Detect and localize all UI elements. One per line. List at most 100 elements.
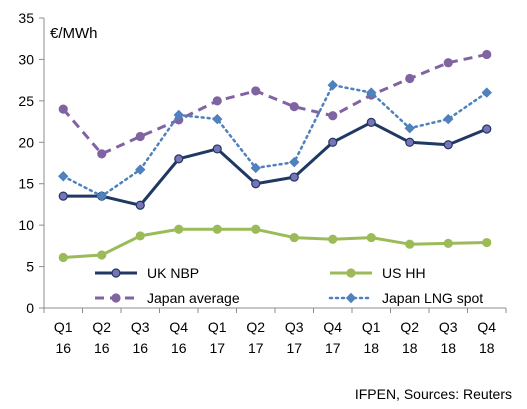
legend-label: Japan average	[147, 290, 240, 306]
series-point	[135, 200, 145, 210]
x-tick-label-quarter: Q2	[400, 319, 419, 335]
y-tick-label: 0	[26, 300, 34, 316]
series-point	[405, 239, 415, 249]
series-point	[327, 79, 338, 91]
series-point	[58, 252, 68, 263]
series-point	[443, 58, 453, 68]
series-point	[97, 149, 107, 159]
x-tick-label-quarter: Q1	[208, 319, 227, 335]
series-point	[251, 86, 261, 96]
series-japan-lng-spot	[58, 79, 492, 202]
series-point	[289, 232, 299, 243]
series-point	[443, 238, 453, 248]
x-tick-label-year: 18	[479, 340, 495, 356]
x-tick-label-quarter: Q4	[169, 319, 188, 335]
legend-entry: UK NBP	[95, 265, 199, 281]
legend-entry: Japan average	[95, 290, 240, 306]
series-point	[328, 111, 338, 121]
x-tick-label-year: 18	[440, 340, 456, 356]
series-point	[366, 117, 376, 128]
x-tick-label-quarter: Q4	[323, 319, 342, 335]
series-us-hh	[58, 224, 492, 263]
y-tick-label: 35	[18, 10, 34, 26]
x-tick-label-year: 16	[94, 340, 110, 356]
series-point	[212, 144, 222, 154]
y-tick-label: 20	[18, 134, 34, 150]
series-point	[173, 109, 184, 121]
legend-label: US HH	[382, 265, 426, 281]
series-point	[135, 164, 146, 175]
series-point	[135, 131, 145, 142]
x-tick-label-year: 17	[325, 340, 341, 356]
legend: UK NBP US HH Japan average Japan LNG spot	[95, 265, 483, 306]
x-tick-label-year: 16	[55, 340, 71, 356]
series-point	[366, 232, 376, 243]
x-tick-label-quarter: Q1	[54, 319, 73, 335]
series-point	[405, 73, 415, 84]
series-point	[289, 156, 300, 168]
series-point	[111, 293, 121, 303]
series-point	[345, 292, 357, 304]
series-point	[212, 96, 222, 106]
x-tick-label-quarter: Q2	[92, 319, 111, 335]
series-lines	[58, 49, 492, 263]
y-tick-label: 30	[18, 51, 34, 67]
legend-entry: Japan LNG spot	[328, 290, 483, 306]
series-point	[251, 179, 261, 189]
series-point	[97, 250, 107, 260]
x-tick-labels: Q1 16 Q2 16 Q3 16 Q4 16 Q1 17 Q2 17 Q3 17 Q4 17 Q1 18 Q2 18…	[54, 319, 496, 356]
x-tick-label-year: 17	[286, 340, 302, 356]
series-point	[58, 104, 68, 114]
source-note: IFPEN, Sources: Reuters	[355, 386, 512, 402]
x-tick-label-quarter: Q3	[439, 319, 458, 335]
y-tick-label: 15	[18, 176, 34, 192]
x-tick-label-quarter: Q1	[362, 319, 381, 335]
series-line	[62, 83, 488, 198]
series-point	[289, 172, 299, 182]
series-point	[443, 113, 454, 125]
series-point	[174, 224, 184, 234]
x-tick-label-year: 18	[363, 340, 379, 356]
x-tick-label-year: 18	[402, 340, 418, 356]
series-point	[58, 191, 68, 201]
x-tick-label-quarter: Q3	[285, 319, 304, 335]
series-point	[482, 49, 492, 60]
y-tick-label: 5	[26, 259, 34, 275]
x-tick-label-year: 16	[171, 340, 187, 356]
y-tick-labels: 0 5 10 15 20 25 30 35	[18, 10, 34, 316]
series-point	[135, 231, 145, 241]
x-tick-label-quarter: Q2	[246, 319, 265, 335]
series-line	[63, 227, 487, 259]
series-point	[212, 224, 222, 234]
x-tick-label-quarter: Q3	[131, 319, 150, 335]
y-tick-label: 25	[18, 93, 34, 109]
series-point	[250, 162, 261, 174]
series-point	[481, 87, 492, 98]
x-tick-label-year: 16	[132, 340, 148, 356]
series-point	[96, 190, 107, 202]
series-point	[328, 137, 338, 147]
series-point	[405, 137, 415, 147]
series-point	[443, 140, 453, 150]
series-line	[63, 120, 488, 207]
series-point	[346, 268, 356, 278]
legend-label: Japan LNG spot	[382, 290, 483, 306]
unit-label: €/MWh	[50, 25, 98, 42]
y-tick-label: 10	[18, 217, 34, 233]
series-point	[111, 268, 121, 278]
series-point	[328, 234, 338, 244]
series-point	[404, 122, 415, 134]
series-point	[174, 154, 184, 164]
series-point	[289, 102, 299, 112]
series-line	[62, 52, 488, 156]
legend-entry: US HH	[330, 265, 426, 281]
series-japan-average	[58, 49, 492, 159]
series-point	[212, 113, 223, 125]
series-point	[58, 171, 69, 182]
legend-label: UK NBP	[147, 265, 199, 281]
x-tick-label-year: 17	[209, 340, 225, 356]
series-point	[482, 237, 492, 248]
series-uk-nbp	[58, 117, 492, 210]
x-tick-label-year: 17	[248, 340, 264, 356]
